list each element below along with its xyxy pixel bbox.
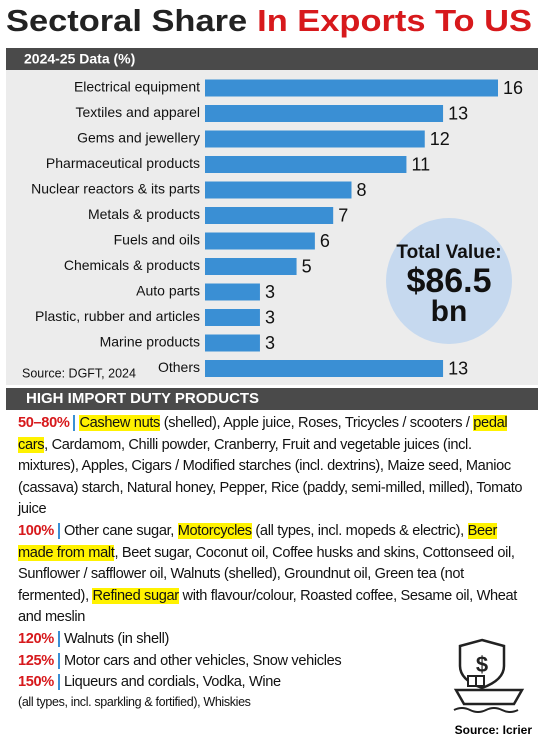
value-label: 13 [448,103,468,123]
value-label: 11 [411,154,430,174]
duty-group: 125% Motor cars and other vehicles, Snow … [18,651,532,673]
category-label: Chemicals & products [64,257,200,273]
bar [205,334,260,352]
bar [205,130,425,148]
bar [205,105,444,122]
duty-group: 50–80% Cashew nuts (shelled), Apple juice… [18,413,532,521]
bar [205,283,260,301]
category-label: Fuels and oils [114,232,200,248]
bar [205,309,260,326]
source: Source: DGFT, 2024 [22,366,136,380]
item-text: , Beet sugar, Coconut oil, Coffee husks … [18,544,515,604]
subtitle: 2024-25 Data (%) [24,51,135,67]
duty-rate: 150% [18,674,60,691]
title-main: Sectoral Share [6,3,247,38]
item-text: Liqueurs and cordials, Vodka, Wine [63,674,281,691]
duty-rate: 120% [18,630,60,647]
chart: Sectoral Share In Exports To US 2024-25 D… [6,3,538,385]
value-label: 3 [265,307,275,327]
total-value: $86.5 [406,262,491,300]
chart-title: Sectoral Share In Exports To US [6,3,532,38]
duty-group: 100% Other cane sugar, Motorcycles (all t… [18,521,532,629]
duty-note: (all types, incl. sparkling & fortified)… [18,694,251,709]
total-circle [386,218,512,344]
duty-group: 120% Walnuts (in shell) [18,629,532,651]
item-text: Motor cars and other vehicles, Snow vehi… [63,652,342,669]
category-label: Auto parts [136,283,200,299]
title-highlight: In Exports To US [257,3,532,38]
bar [205,258,297,275]
category-label: Electrical equipment [74,79,200,95]
value-label: 6 [320,231,330,251]
duty-rate: 125% [18,652,60,669]
duty-group: 150% Liqueurs and cordials, Vodka, Wine (a… [18,672,532,710]
category-label: Marine products [100,334,200,350]
value-label: 13 [448,358,468,378]
bar [205,232,315,250]
bar [205,207,334,224]
item-text: Walnuts (in shell) [63,630,170,647]
item-text: (all types, incl. mopeds & electric), [251,522,468,539]
value-label: 7 [338,205,348,225]
duty-groups: 50–80% Cashew nuts (shelled), Apple juice… [0,410,544,710]
subtitle-band [6,48,538,70]
bar [205,360,444,377]
category-label: Others [158,359,200,375]
ship-icon: $ [453,638,525,713]
duty-section: HIGH IMPORT DUTY PRODUCTS 50–80% Cashew n… [0,388,544,749]
highlighted-item: Refined sugar [92,587,179,604]
item-text: with flavour/colour, Roasted coffee, Ses… [18,587,518,626]
total-label: Total Value: [396,242,501,263]
category-label: Pharmaceutical products [46,155,200,171]
duty-rate: 50–80% [18,415,76,431]
item-text: , Cardamom, Chilli powder, Cranberry, Fr… [18,436,523,518]
value-label: 3 [265,333,275,353]
category-label: Plastic, rubber and articles [35,308,200,324]
svg-text:$: $ [476,652,488,677]
highlighted-item: Cashew nuts [79,415,160,431]
value-label: 16 [503,78,523,98]
value-label: 5 [302,256,312,276]
bar [205,79,498,97]
value-label: 8 [357,180,367,200]
category-label: Nuclear reactors & its parts [31,181,200,197]
value-label: 12 [430,129,450,149]
total-unit: bn [431,295,468,328]
highlighted-item: Motorcycles [177,522,252,539]
bar [205,156,407,173]
duty-rate: 100% [18,522,60,539]
value-label: 3 [265,282,275,302]
category-label: Textiles and apparel [75,104,200,120]
category-label: Metals & products [88,206,200,222]
source: Source: Icrier [454,723,532,737]
category-label: Gems and jewellery [77,130,200,146]
item-text: Other cane sugar, [63,522,178,539]
section-title: HIGH IMPORT DUTY PRODUCTS [6,388,538,410]
bar [205,181,352,199]
item-text: (shelled), Apple juice, Roses, Tricycles… [159,415,474,431]
